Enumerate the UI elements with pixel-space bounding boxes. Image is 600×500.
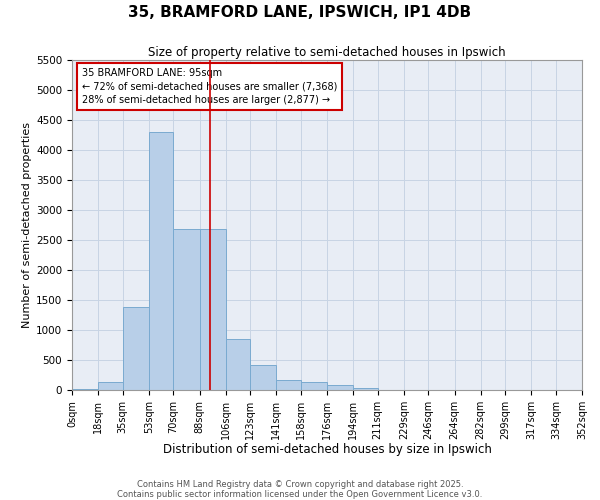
Bar — [327, 384, 353, 390]
Y-axis label: Number of semi-detached properties: Number of semi-detached properties — [22, 122, 32, 328]
Bar — [301, 382, 327, 390]
Bar — [123, 307, 149, 390]
Bar — [199, 229, 226, 390]
Title: Size of property relative to semi-detached houses in Ipswich: Size of property relative to semi-detach… — [148, 46, 506, 59]
X-axis label: Distribution of semi-detached houses by size in Ipswich: Distribution of semi-detached houses by … — [163, 444, 491, 456]
Text: 35 BRAMFORD LANE: 95sqm
← 72% of semi-detached houses are smaller (7,368)
28% of: 35 BRAMFORD LANE: 95sqm ← 72% of semi-de… — [82, 68, 338, 104]
Text: Contains HM Land Registry data © Crown copyright and database right 2025.
Contai: Contains HM Land Registry data © Crown c… — [118, 480, 482, 499]
Bar — [173, 229, 200, 390]
Text: 35, BRAMFORD LANE, IPSWICH, IP1 4DB: 35, BRAMFORD LANE, IPSWICH, IP1 4DB — [128, 5, 472, 20]
Bar — [98, 382, 123, 390]
Bar — [149, 132, 173, 390]
Bar — [226, 339, 250, 390]
Bar — [250, 365, 276, 390]
Bar — [276, 380, 301, 390]
Bar — [353, 388, 378, 390]
Bar — [72, 389, 98, 390]
